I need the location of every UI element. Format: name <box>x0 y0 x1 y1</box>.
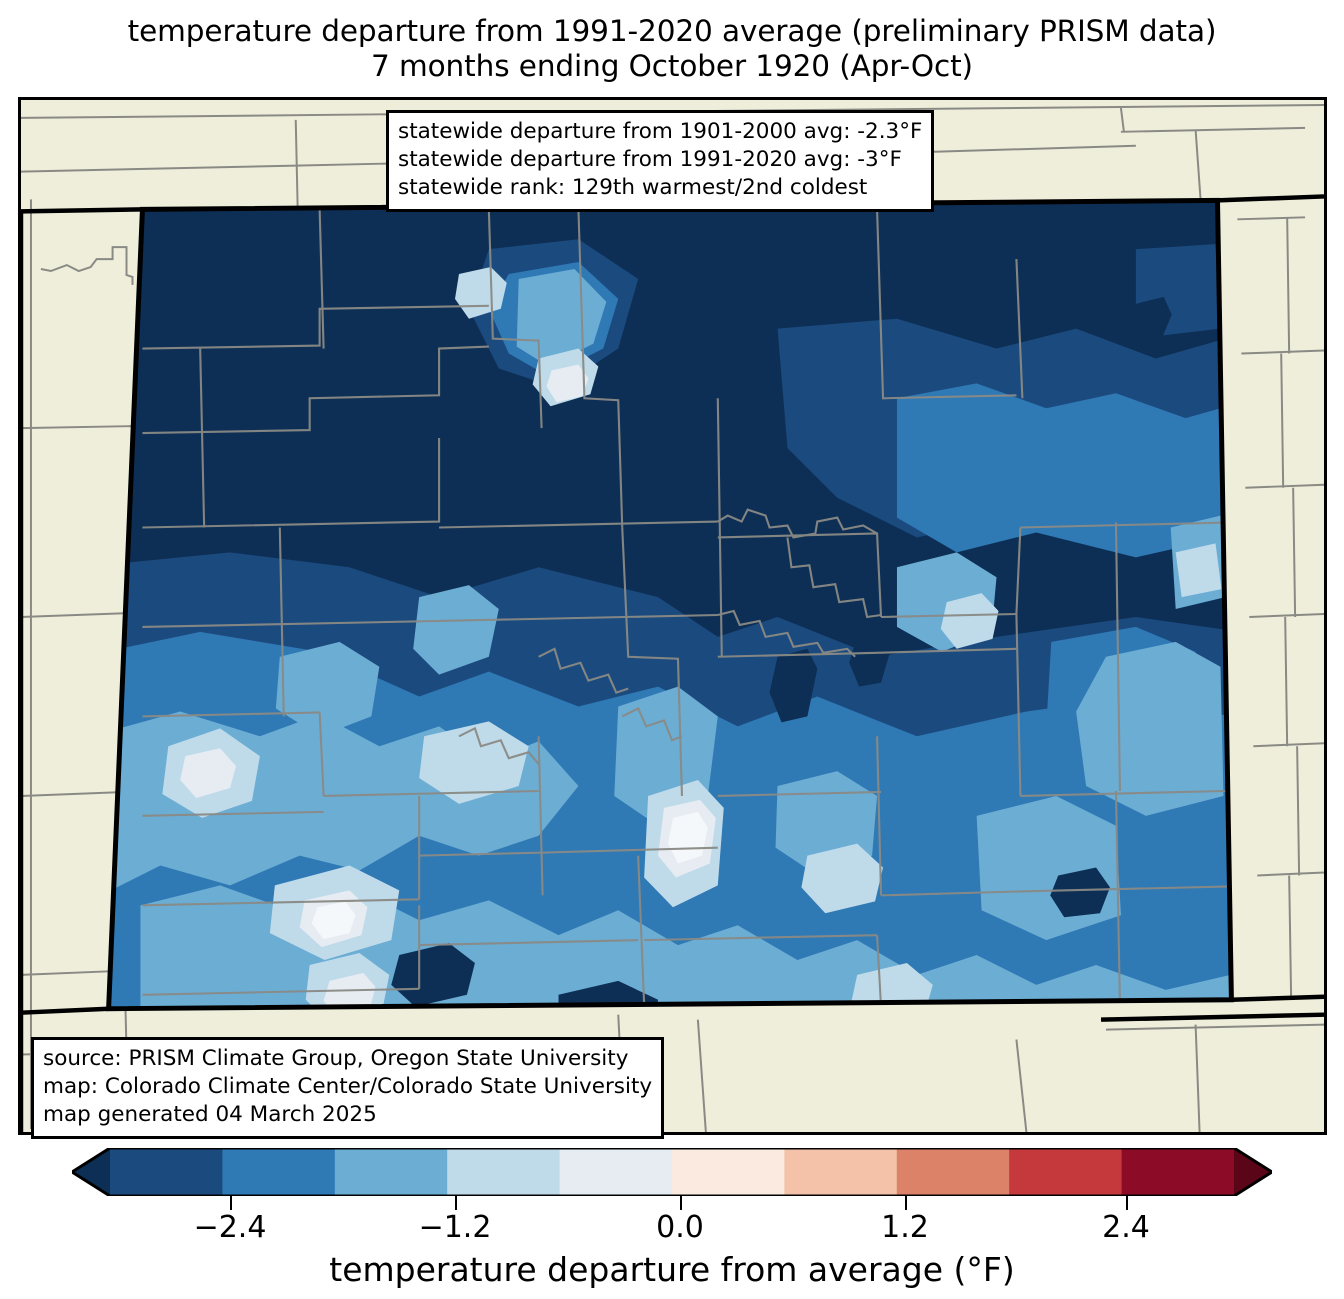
colorbar-tick <box>680 1196 682 1210</box>
neighboring-state-borders <box>21 194 1324 1132</box>
colorbar-tick-label: 0.0 <box>656 1210 704 1245</box>
title-line-1: temperature departure from 1991-2020 ave… <box>127 14 1217 48</box>
colorbar-band <box>1121 1148 1235 1196</box>
stats-line-2: statewide departure from 1991-2020 avg: … <box>398 146 902 172</box>
colorbar-swatches <box>72 1148 1272 1196</box>
colorbar-tick-label: 2.4 <box>1102 1210 1150 1245</box>
colorbar-extend-low <box>72 1148 110 1196</box>
colorbar-band <box>896 1148 1010 1196</box>
colorbar-tick <box>1126 1196 1128 1210</box>
colorbar-band <box>672 1148 785 1196</box>
colorbar-tick <box>230 1196 232 1210</box>
stats-line-1: statewide departure from 1901-2000 avg: … <box>398 119 923 144</box>
page-title: temperature departure from 1991-2020 ave… <box>0 14 1344 84</box>
map-frame <box>18 97 1327 1135</box>
colorbar-band <box>447 1148 561 1196</box>
colorbar-extend-high <box>1234 1148 1272 1196</box>
colorbar-band <box>334 1148 448 1196</box>
source-line-2: map: Colorado Climate Center/Colorado St… <box>43 1073 653 1099</box>
colorbar-band <box>1009 1148 1123 1196</box>
colorbar: −2.4 −1.2 0.0 1.2 2.4 temperature departure … <box>0 1148 1344 1299</box>
temperature-contour-fill <box>108 200 1232 1009</box>
colorbar-tick <box>455 1196 457 1210</box>
colorbar-band <box>559 1148 673 1196</box>
colorbar-tick-label: −1.2 <box>418 1210 492 1245</box>
colorado-temperature-departure-map <box>21 100 1324 1132</box>
colorbar-axis-label: temperature departure from average (°F) <box>329 1250 1015 1289</box>
colorbar-band <box>222 1148 336 1196</box>
colorbar-tick <box>905 1196 907 1210</box>
source-line-3: map generated 04 March 2025 <box>43 1101 377 1127</box>
colorbar-band <box>110 1148 223 1196</box>
colorado-county-borders <box>142 209 1232 1007</box>
statewide-stats-box: statewide departure from 1901-2000 avg: … <box>386 110 935 212</box>
title-line-2: 7 months ending October 1920 (Apr-Oct) <box>371 48 973 83</box>
colorbar-tick-label: −2.4 <box>193 1210 267 1245</box>
stats-line-3: statewide rank: 129th warmest/2nd coldes… <box>398 174 868 200</box>
source-line-1: source: PRISM Climate Group, Oregon Stat… <box>43 1046 629 1071</box>
colorbar-band <box>784 1148 898 1196</box>
colorbar-tick-label: 1.2 <box>881 1210 929 1245</box>
source-attribution-box: source: PRISM Climate Group, Oregon Stat… <box>31 1037 665 1139</box>
